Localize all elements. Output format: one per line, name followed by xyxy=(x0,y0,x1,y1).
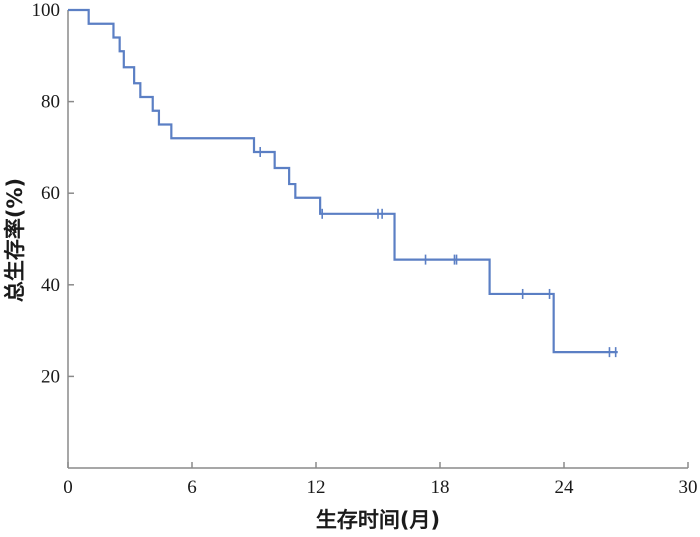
x-tick-label: 30 xyxy=(679,477,698,498)
survival-curve xyxy=(68,8,618,354)
x-tick-label: 18 xyxy=(431,477,450,498)
y-tick-label: 80 xyxy=(41,92,60,113)
y-tick-label: 40 xyxy=(41,275,60,296)
x-tick-label: 0 xyxy=(63,477,73,498)
x-tick-label: 12 xyxy=(307,477,326,498)
x-tick-label: 24 xyxy=(555,477,575,498)
y-axis-title: 总生存率(%) xyxy=(3,178,27,302)
y-tick-label: 100 xyxy=(32,0,61,21)
x-tick-label: 6 xyxy=(187,477,197,498)
y-tick-label: 20 xyxy=(41,366,60,387)
y-tick-label: 60 xyxy=(41,183,60,204)
axes: 0 6 12 18 24 30 20 40 60 80 100 xyxy=(32,0,698,498)
plot-area xyxy=(68,8,618,358)
x-axis-title: 生存时间(月) xyxy=(316,508,440,532)
